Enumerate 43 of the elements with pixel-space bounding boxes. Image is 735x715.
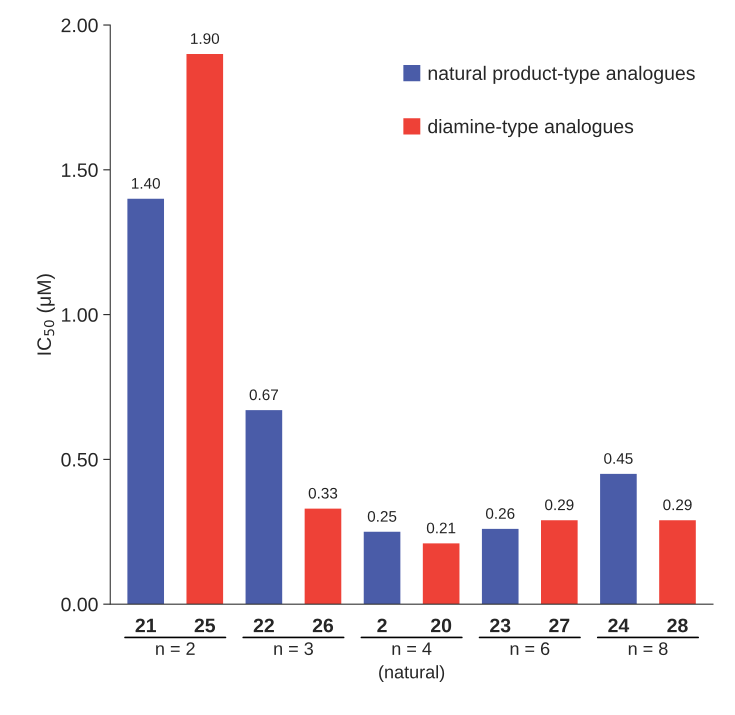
bar bbox=[304, 508, 342, 604]
text: n = 6 bbox=[510, 642, 550, 656]
bar bbox=[186, 54, 224, 604]
y-axis-title: IC$_{50}$ (μM) bbox=[36, 274, 55, 355]
bar bbox=[364, 532, 400, 604]
y-tick-label: 0.50 bbox=[61, 452, 98, 467]
x-tick-label: 28 bbox=[667, 618, 688, 632]
x-tick-label: 27 bbox=[549, 618, 570, 632]
y-tick-label: 1.50 bbox=[62, 163, 98, 178]
legend-label: diamine-type analogues bbox=[428, 119, 634, 138]
text: n = 8 bbox=[628, 642, 668, 656]
text: 0.45 bbox=[604, 453, 633, 464]
x-tick-label: 2 bbox=[377, 618, 387, 632]
x-tick-label: 20 bbox=[431, 618, 452, 632]
x-tick-label: 22 bbox=[254, 618, 274, 632]
text: n = 2 bbox=[156, 642, 195, 655]
bar bbox=[659, 520, 696, 604]
bar bbox=[422, 543, 460, 604]
bar bbox=[482, 528, 519, 604]
text: 1.90 bbox=[191, 33, 220, 44]
text: 0.26 bbox=[486, 508, 514, 519]
text: n = 3 bbox=[274, 642, 313, 656]
x-tick-label: 24 bbox=[608, 618, 630, 632]
text: 0.25 bbox=[368, 511, 396, 522]
y-tick-label: 1.00 bbox=[62, 308, 98, 322]
bar bbox=[246, 410, 282, 604]
text: n = 4 (natural) bbox=[379, 642, 444, 682]
text: 0.29 bbox=[663, 499, 692, 510]
text: 1.40 bbox=[132, 178, 160, 189]
bar bbox=[541, 520, 578, 604]
text: 0.33 bbox=[308, 488, 338, 499]
x-tick-label: 21 bbox=[136, 618, 156, 632]
legend-label: natural product-type analogues bbox=[428, 66, 695, 84]
y-tick-label: 2.00 bbox=[62, 18, 98, 32]
bar bbox=[600, 474, 637, 604]
y-tick-label: 0.00 bbox=[61, 598, 98, 612]
text: 0.21 bbox=[426, 522, 456, 534]
x-tick-label: 25 bbox=[194, 618, 216, 632]
bar bbox=[127, 198, 164, 604]
text: 0.67 bbox=[250, 389, 278, 400]
text: 0.29 bbox=[545, 499, 574, 510]
x-tick-label: 23 bbox=[490, 618, 510, 632]
x-tick-label: 26 bbox=[312, 618, 334, 632]
